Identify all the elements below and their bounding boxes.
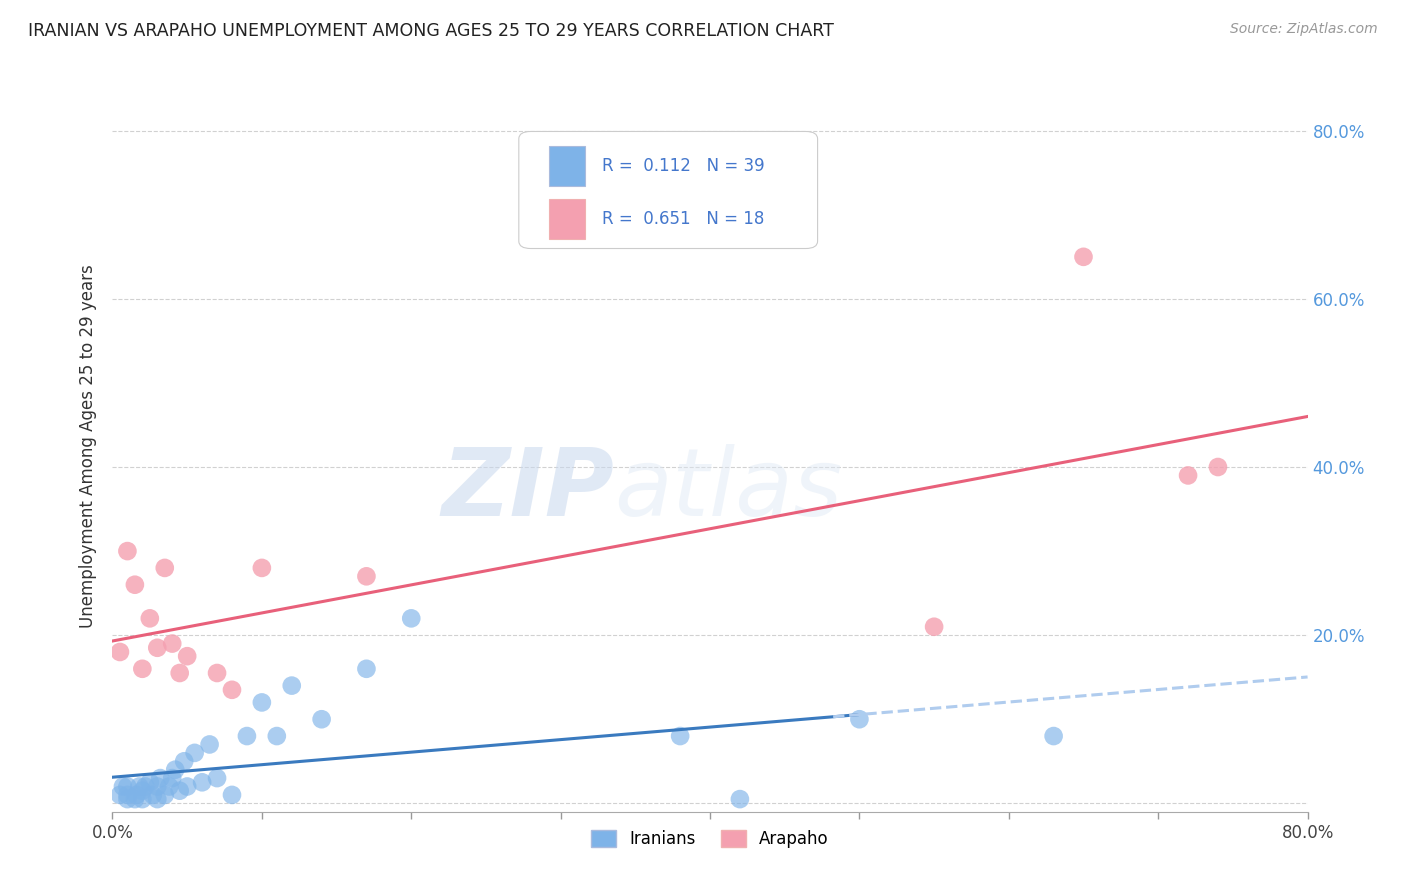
Point	[142, 788, 165, 802]
Point	[146, 780, 169, 794]
Point	[176, 649, 198, 664]
Point	[401, 611, 423, 625]
Point	[281, 679, 304, 693]
Point	[139, 611, 162, 625]
Point	[356, 569, 378, 583]
Point	[146, 640, 169, 655]
Point	[162, 771, 183, 785]
Point	[131, 792, 153, 806]
Point	[108, 645, 131, 659]
FancyBboxPatch shape	[519, 131, 818, 249]
Point	[848, 712, 870, 726]
Point	[108, 788, 131, 802]
Point	[131, 783, 153, 797]
Point	[183, 746, 205, 760]
Point	[191, 775, 214, 789]
Point	[266, 729, 288, 743]
Point	[153, 561, 176, 575]
FancyBboxPatch shape	[548, 199, 585, 239]
Point	[176, 780, 198, 794]
Point	[356, 662, 378, 676]
Point	[1206, 460, 1229, 475]
Point	[125, 788, 148, 802]
Point	[157, 780, 180, 794]
Y-axis label: Unemployment Among Ages 25 to 29 years: Unemployment Among Ages 25 to 29 years	[79, 264, 97, 628]
Point	[1177, 468, 1199, 483]
Point	[728, 792, 751, 806]
Point	[162, 636, 183, 650]
Point	[153, 788, 176, 802]
Point	[146, 792, 169, 806]
Text: Source: ZipAtlas.com: Source: ZipAtlas.com	[1230, 22, 1378, 37]
Point	[250, 561, 273, 575]
Point	[922, 620, 945, 634]
Point	[117, 544, 139, 558]
Point	[111, 780, 134, 794]
Point	[131, 662, 153, 676]
Point	[221, 682, 243, 697]
Point	[169, 783, 191, 797]
Point	[236, 729, 259, 743]
Legend: Iranians, Arapaho: Iranians, Arapaho	[585, 823, 835, 855]
Point	[124, 792, 146, 806]
Point	[1042, 729, 1064, 743]
Point	[250, 695, 273, 709]
Point	[139, 775, 162, 789]
Point	[128, 780, 150, 794]
Point	[134, 780, 156, 794]
Text: ZIP: ZIP	[441, 444, 614, 536]
Point	[221, 788, 243, 802]
Text: R =  0.651   N = 18: R = 0.651 N = 18	[603, 210, 765, 227]
Point	[117, 788, 139, 802]
Point	[205, 665, 228, 680]
Text: R =  0.112   N = 39: R = 0.112 N = 39	[603, 157, 765, 175]
Point	[165, 763, 187, 777]
Point	[173, 754, 195, 768]
Point	[124, 578, 146, 592]
Text: atlas: atlas	[614, 444, 842, 535]
Point	[311, 712, 333, 726]
FancyBboxPatch shape	[548, 146, 585, 186]
Point	[205, 771, 228, 785]
Text: IRANIAN VS ARAPAHO UNEMPLOYMENT AMONG AGES 25 TO 29 YEARS CORRELATION CHART: IRANIAN VS ARAPAHO UNEMPLOYMENT AMONG AG…	[28, 22, 834, 40]
Point	[1073, 250, 1095, 264]
Point	[117, 792, 139, 806]
Point	[198, 738, 221, 752]
Point	[669, 729, 692, 743]
Point	[169, 665, 191, 680]
Point	[117, 780, 139, 794]
Point	[149, 771, 172, 785]
